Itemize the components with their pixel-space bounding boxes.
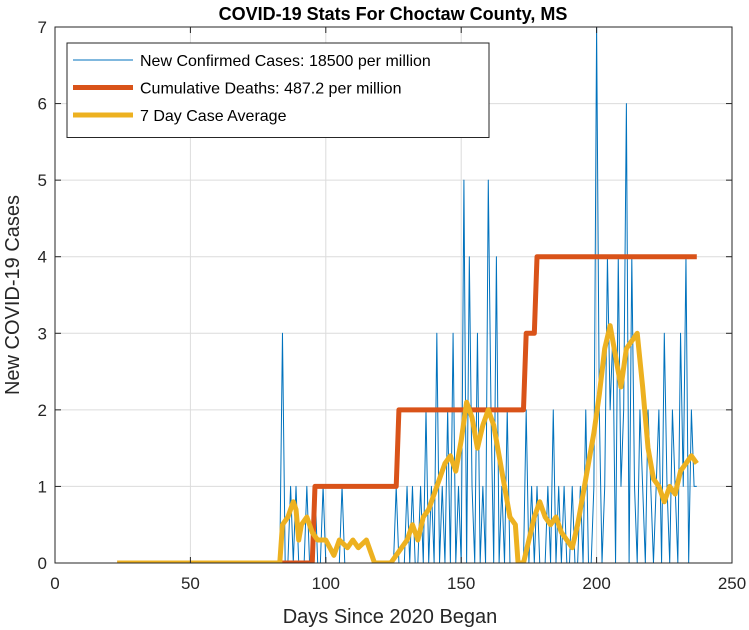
legend-label: Cumulative Deaths: 487.2 per million bbox=[140, 81, 401, 98]
series-line-new-confirmed-cases bbox=[117, 27, 697, 563]
legend-label: 7 Day Case Average bbox=[140, 108, 287, 125]
y-tick-label: 5 bbox=[38, 171, 47, 190]
legend: New Confirmed Cases: 18500 per million Cu… bbox=[66, 42, 490, 138]
y-tick-label: 6 bbox=[38, 95, 47, 114]
y-tick-label: 4 bbox=[38, 248, 47, 267]
series-layer bbox=[117, 27, 699, 563]
plot-area bbox=[117, 27, 699, 563]
legend-label: New Confirmed Cases: 18500 per million bbox=[140, 53, 431, 70]
x-tick-label: 50 bbox=[181, 574, 200, 593]
x-tick-label: 100 bbox=[312, 574, 340, 593]
y-tick-label: 1 bbox=[38, 477, 47, 496]
y-tick-label: 7 bbox=[38, 18, 47, 37]
series-line-cumulative-deaths bbox=[117, 254, 697, 563]
legend-box bbox=[66, 42, 490, 138]
plot-frame bbox=[54, 26, 733, 564]
x-tick-label: 250 bbox=[718, 574, 746, 593]
y-tick-label: 3 bbox=[38, 324, 47, 343]
x-tick-label: 150 bbox=[447, 574, 475, 593]
ticks: 0 50 100 150 200 250 0 1 2 3 4 5 6 7 bbox=[38, 18, 747, 593]
x-tick-label: 0 bbox=[50, 574, 59, 593]
y-tick-label: 2 bbox=[38, 401, 47, 420]
y-tick-label: 0 bbox=[38, 554, 47, 573]
x-tick-label: 200 bbox=[582, 574, 610, 593]
chart-title: COVID-19 Stats For Choctaw County, MS bbox=[219, 4, 568, 24]
y-axis-label: New COVID-19 Cases bbox=[2, 195, 24, 395]
x-axis-label: Days Since 2020 Began bbox=[283, 606, 498, 628]
series-line-7-day-case-average bbox=[117, 323, 699, 563]
